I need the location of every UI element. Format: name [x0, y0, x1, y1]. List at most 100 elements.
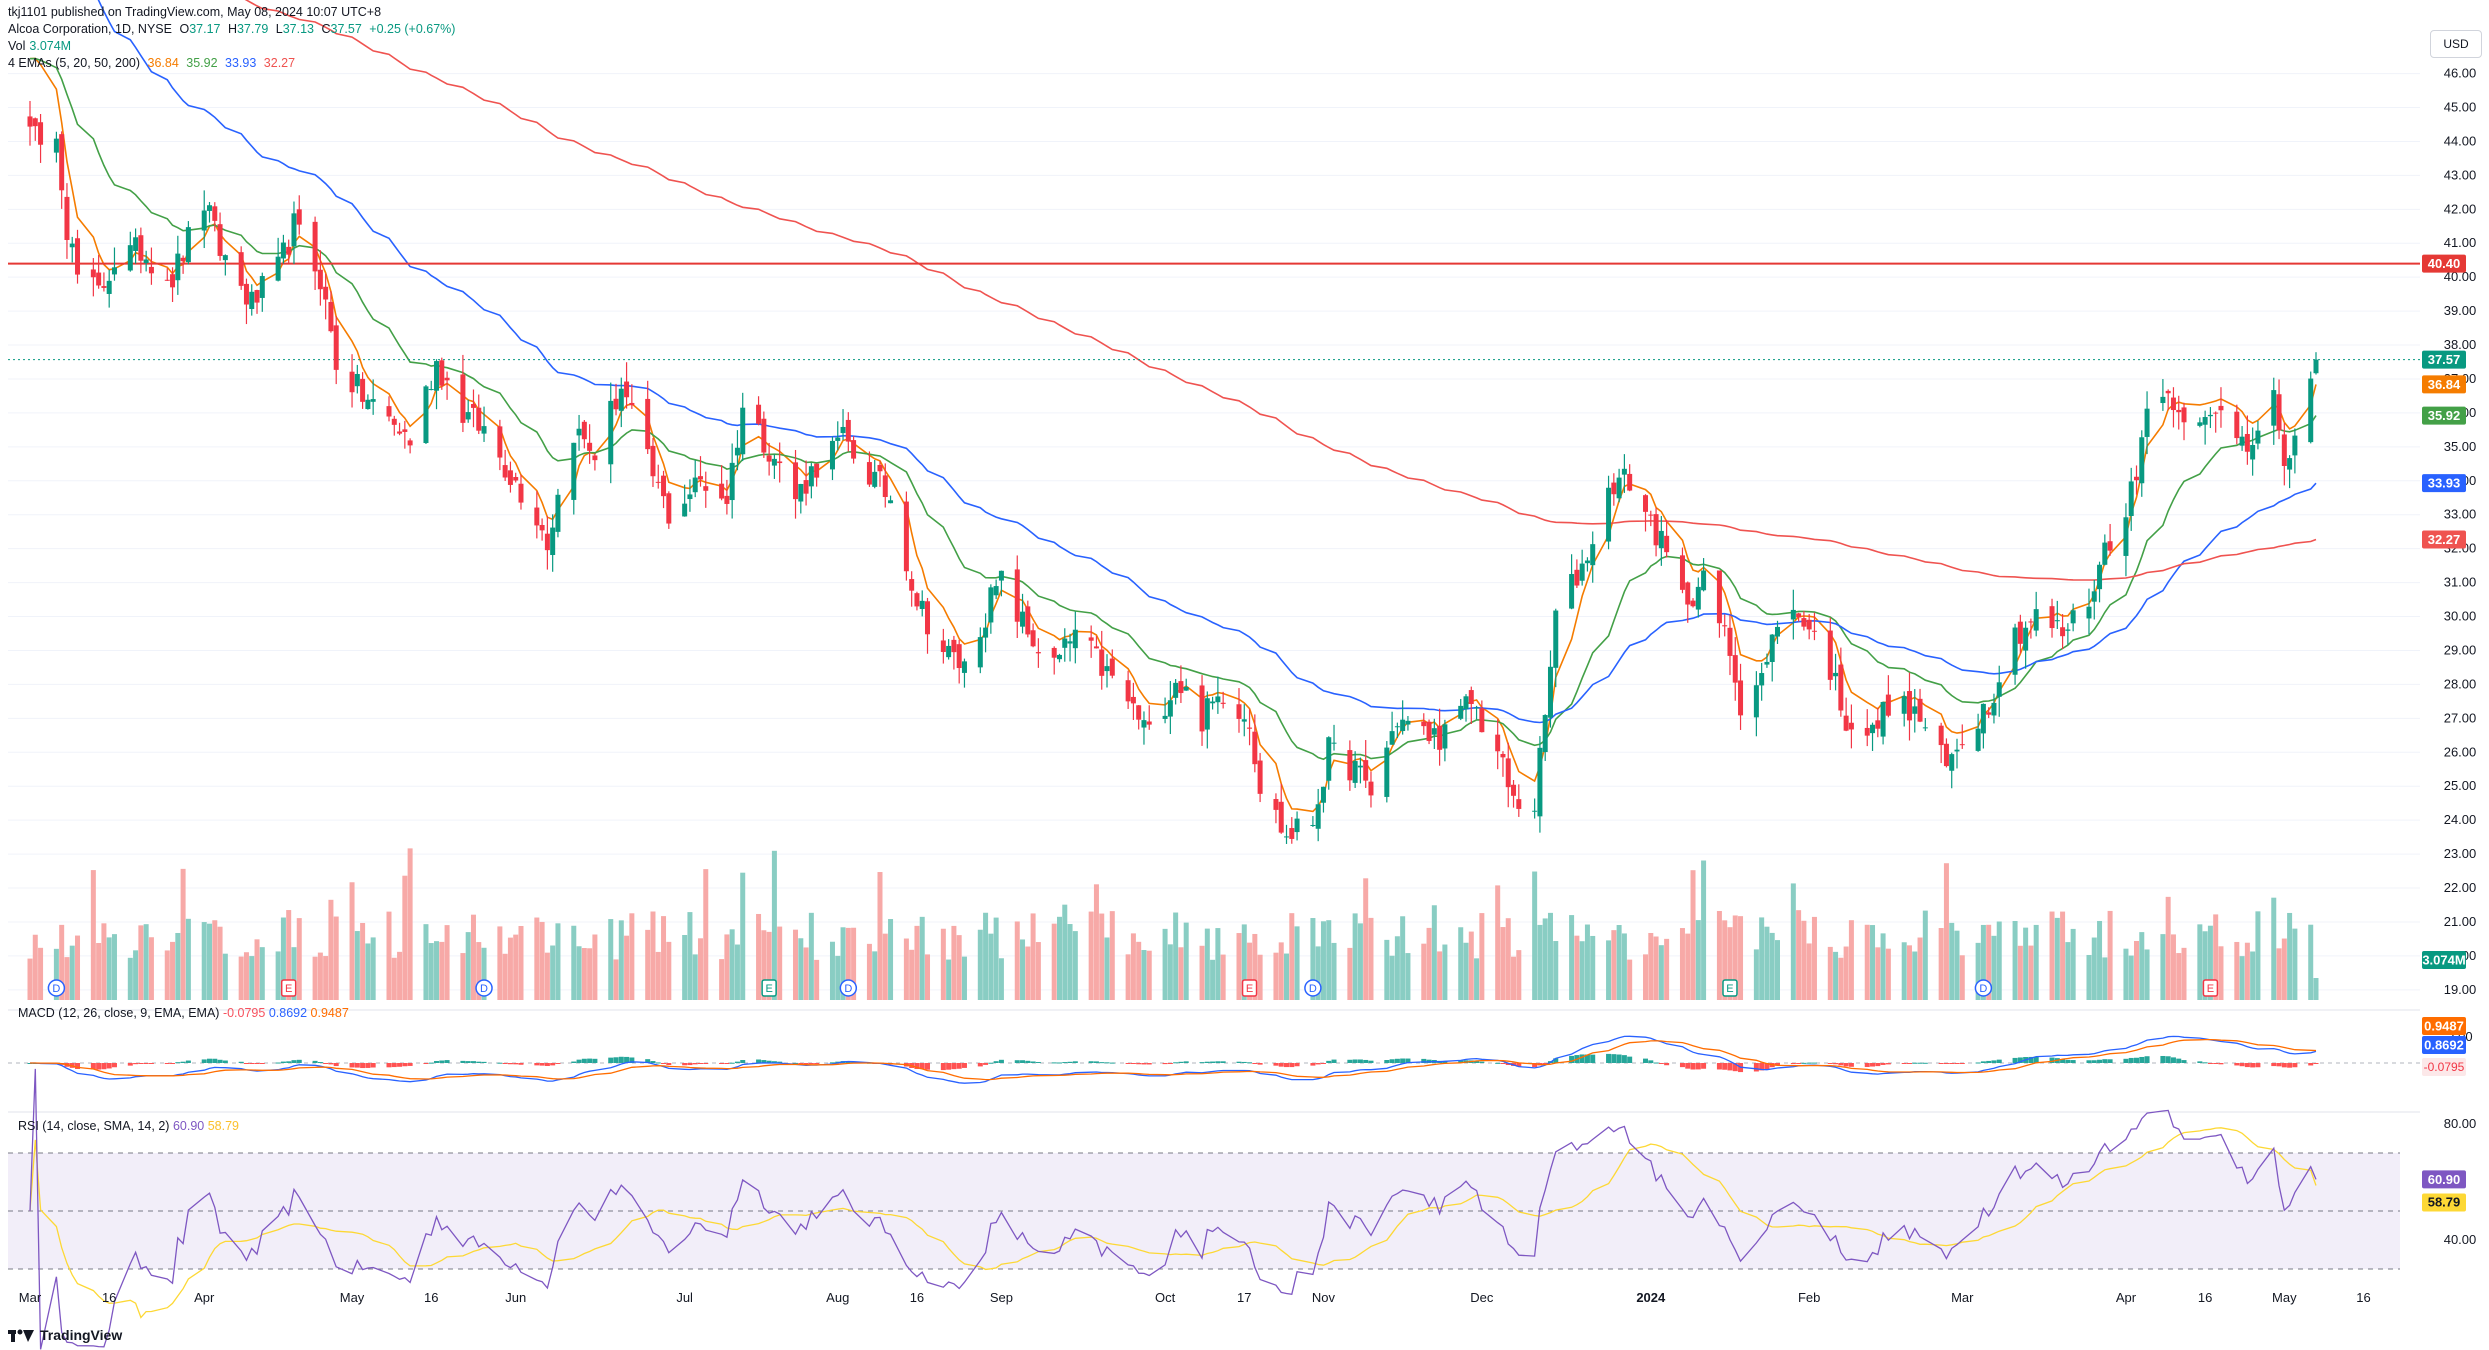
- volume-bar: [803, 947, 809, 1000]
- macd-hist-bar: [1774, 1063, 1780, 1066]
- macd-hist-bar: [539, 1063, 545, 1066]
- event-marker-label: D: [480, 983, 488, 995]
- volume-bar: [1901, 942, 1907, 1000]
- dividend-marker: [47, 979, 66, 997]
- ema200-line: [244, 0, 2317, 581]
- candle-body: [1284, 836, 1290, 838]
- volume-bar: [291, 947, 297, 1000]
- candle-body: [1959, 744, 1965, 746]
- candle-body: [1178, 681, 1184, 694]
- macd-hist-bar: [1584, 1054, 1590, 1063]
- volume-bar: [2060, 911, 2066, 1000]
- volume-bar: [592, 934, 598, 1000]
- volume-bar: [53, 948, 59, 1000]
- candle-body: [1183, 686, 1189, 691]
- macd-hist-bar: [2139, 1056, 2145, 1063]
- volume-bar: [138, 925, 144, 1000]
- volume-bar: [106, 937, 112, 1000]
- volume-bar: [2170, 934, 2176, 1000]
- ema50-price-tag: [2422, 474, 2466, 493]
- candle-body: [1146, 721, 1152, 725]
- macd-hist-bar: [207, 1058, 213, 1063]
- candle-body: [201, 210, 207, 231]
- candle-body: [1579, 563, 1585, 581]
- volume-bar: [1384, 939, 1390, 1000]
- candle-body: [1864, 727, 1870, 736]
- candle-body: [64, 196, 70, 240]
- macd-hist-bar: [2128, 1057, 2134, 1063]
- x-tick-label: Mar: [1951, 1290, 1974, 1305]
- volume-bar: [476, 942, 482, 1000]
- last-price-label: 37.57: [2428, 352, 2461, 367]
- candle-body: [185, 227, 191, 263]
- candle-body: [2281, 434, 2287, 467]
- macd-hist-bar: [1067, 1061, 1073, 1063]
- high-value: 37.79: [236, 22, 269, 36]
- candle-body: [1695, 586, 1701, 610]
- volume-bar: [1738, 916, 1744, 1000]
- volume-bar: [2181, 947, 2187, 1000]
- macd-hist-bar: [1500, 1063, 1506, 1064]
- candle-body: [1906, 691, 1912, 721]
- macd-hist-bar: [2091, 1060, 2097, 1063]
- macd-hist-bar: [1035, 1062, 1041, 1064]
- x-tick-label: Jul: [676, 1290, 693, 1305]
- candle-body: [925, 601, 931, 635]
- candle-body: [803, 480, 809, 494]
- volume-bar: [1136, 941, 1142, 1000]
- candle-body: [2054, 620, 2060, 622]
- volume-bar: [703, 869, 709, 1000]
- macd-hist-bar: [829, 1062, 835, 1064]
- candle-body: [365, 399, 371, 410]
- macd-hist-bar: [1210, 1061, 1216, 1063]
- macd-hist-bar: [222, 1060, 228, 1063]
- volume-bar: [2197, 924, 2203, 1000]
- candle-body: [143, 259, 149, 264]
- macd-hist-bar: [576, 1059, 582, 1063]
- candle-body: [249, 291, 255, 310]
- macd-hist-bar: [1204, 1061, 1210, 1063]
- macd-hist-bar: [354, 1063, 360, 1068]
- volume-bar: [1811, 916, 1817, 1000]
- candle-body: [988, 587, 994, 623]
- candle-body: [2144, 408, 2150, 437]
- volume-bar: [2139, 932, 2145, 1000]
- volume-bar: [1606, 940, 1612, 1000]
- volume-bar: [1241, 924, 1247, 1000]
- candle-body: [1310, 824, 1316, 826]
- volume-bar: [2239, 956, 2245, 1000]
- macd-hist-bar: [1236, 1061, 1242, 1063]
- volume-bar: [1685, 933, 1691, 1000]
- currency-button[interactable]: USD: [2430, 30, 2482, 58]
- volume-bar: [1579, 941, 1585, 1000]
- candle-body: [1431, 728, 1437, 735]
- volume-bar: [1943, 863, 1949, 1000]
- candle-body: [238, 252, 244, 286]
- candle-body: [1885, 694, 1891, 716]
- volume-bar: [32, 934, 38, 1000]
- volume-bar: [1996, 921, 2002, 1000]
- macd-hist-bar: [243, 1063, 249, 1064]
- candle-body: [1922, 727, 1928, 729]
- volume-bar: [1035, 942, 1041, 1000]
- candle-body: [2033, 609, 2039, 631]
- volume-bar: [217, 926, 223, 1000]
- x-tick-label: 2024: [1636, 1290, 1666, 1305]
- volume-bar: [1975, 942, 1981, 1000]
- macd-signal-tag: [2422, 1017, 2466, 1035]
- candle-body: [397, 431, 403, 434]
- volume-bar: [397, 951, 403, 1000]
- candle-body: [386, 406, 392, 417]
- volume-bar: [1437, 951, 1443, 1000]
- candle-body: [323, 286, 329, 300]
- candle-body: [1553, 610, 1559, 668]
- macd-hist-bar: [2070, 1060, 2076, 1063]
- volume-bar: [133, 950, 139, 1000]
- candle-body: [1938, 725, 1944, 746]
- macd-hist-bar: [2197, 1061, 2203, 1063]
- volume-bar: [946, 959, 952, 1000]
- volume-bar: [771, 850, 777, 1000]
- ema5-price-tag: [2422, 375, 2466, 394]
- macd-hist-bar: [1658, 1063, 1664, 1064]
